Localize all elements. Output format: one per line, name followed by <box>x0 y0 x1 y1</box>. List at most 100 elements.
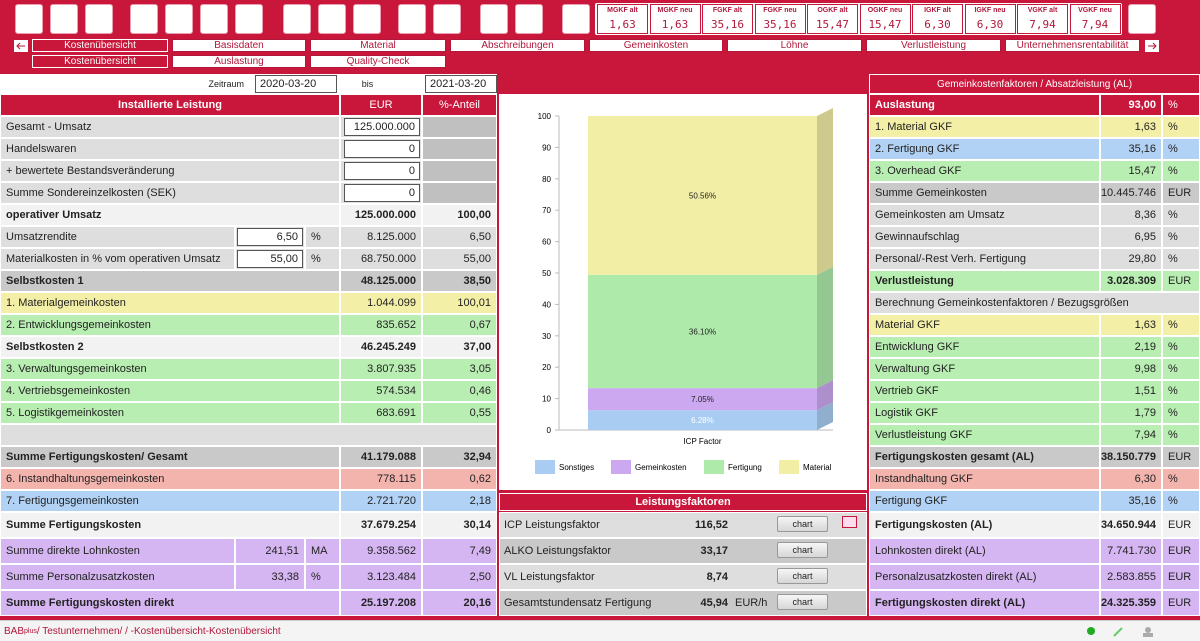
toolbar-button[interactable] <box>130 4 158 34</box>
subtab[interactable]: Auslastung <box>172 55 306 68</box>
row-label: Personal/-Rest Verh. Fertigung <box>869 248 1100 270</box>
table-title: Gemeinkostenfaktoren / Absatzleistung (A… <box>869 74 1200 94</box>
toolbar-button[interactable] <box>50 4 78 34</box>
percent: 32,94 <box>422 446 497 468</box>
param-input[interactable]: 55,00 <box>237 250 303 268</box>
unit: % <box>1162 226 1200 248</box>
row-label: Materialkosten in % vom operativen Umsat… <box>0 248 235 270</box>
unit: % <box>1162 160 1200 182</box>
value: 2.583.855 <box>1100 564 1162 590</box>
toolbar-button[interactable] <box>433 4 461 34</box>
kpi-value: 7,94 <box>1081 18 1109 31</box>
row-label: 2. Entwicklungsgemeinkosten <box>0 314 340 336</box>
tab[interactable]: Verlustleistung <box>866 39 1001 52</box>
kpi: MGKF alt 1,63 <box>597 4 648 34</box>
unit: % <box>1162 358 1200 380</box>
percent: 3,05 <box>422 358 497 380</box>
amount-input[interactable]: 0 <box>344 140 420 158</box>
amount-input[interactable]: 0 <box>344 184 420 202</box>
toolbar-button[interactable] <box>318 4 346 34</box>
subtab[interactable]: Kostenübersicht <box>32 55 168 68</box>
row-label: Summe direkte Lohnkosten <box>0 538 235 564</box>
chart-button[interactable]: chart <box>777 568 828 584</box>
value: 1,79 <box>1100 402 1162 424</box>
toolbar-button[interactable] <box>515 4 543 34</box>
value: 35,16 <box>1100 490 1162 512</box>
bar-side <box>817 402 833 430</box>
amount: 835.652 <box>340 314 422 336</box>
toolbar-button[interactable] <box>398 4 426 34</box>
tab[interactable]: Basisdaten <box>172 39 306 52</box>
kpi: IGKF neu 6,30 <box>964 4 1016 34</box>
amount-input[interactable]: 125.000.000 <box>344 118 420 136</box>
kpi-value: 6,30 <box>976 18 1004 31</box>
chart-button[interactable]: chart <box>777 542 828 558</box>
value: 1,51 <box>1100 380 1162 402</box>
toolbar-button[interactable] <box>165 4 193 34</box>
kpi: FGKF alt 35,16 <box>702 4 753 34</box>
amount-input[interactable]: 0 <box>344 162 420 180</box>
param-input[interactable]: 6,50 <box>237 228 303 246</box>
y-tick-label: 100 <box>538 112 552 121</box>
toolbar-button[interactable] <box>235 4 263 34</box>
row-label: Verlustleistung <box>869 270 1100 292</box>
row-label: operativer Umsatz <box>0 204 340 226</box>
toolbar-button[interactable] <box>15 4 43 34</box>
table-header: Installierte Leistung <box>0 94 340 116</box>
row-label: Berechnung Gemeinkostenfaktoren / Bezugs… <box>869 292 1200 314</box>
row-label: Umsatzrendite <box>0 226 235 248</box>
unit: % <box>1162 138 1200 160</box>
pct-cell <box>422 160 497 182</box>
toolbar-button[interactable] <box>353 4 381 34</box>
tab-prev[interactable] <box>14 40 28 52</box>
toolbar-button[interactable] <box>85 4 113 34</box>
toolbar-button[interactable] <box>1128 4 1156 34</box>
factor-value: 33,17 <box>700 545 728 557</box>
toolbar-button[interactable] <box>562 4 590 34</box>
amount: 41.179.088 <box>340 446 422 468</box>
app-name: BAB <box>4 625 25 637</box>
unit: % <box>1162 402 1200 424</box>
pct-cell <box>422 116 497 138</box>
tab[interactable]: Löhne <box>727 39 862 52</box>
legend-label: Material <box>803 463 832 472</box>
tab[interactable]: Gemeinkosten <box>589 39 723 52</box>
toolbar-button[interactable] <box>200 4 228 34</box>
factor-value: 116,52 <box>694 519 728 531</box>
tab[interactable]: Material <box>310 39 446 52</box>
row-label: Selbstkosten 2 <box>0 336 340 358</box>
factor-label: ALKO Leistungsfaktor <box>504 545 612 557</box>
amount: 574.534 <box>340 380 422 402</box>
kpi-value: 6,30 <box>924 18 951 31</box>
y-tick-label: 70 <box>542 206 551 215</box>
param-unit: % <box>305 226 340 248</box>
value: 24.325.359 <box>1100 590 1162 616</box>
date-from[interactable]: 2020-03-20 <box>255 75 337 93</box>
date-to[interactable]: 2021-03-20 <box>425 75 497 93</box>
unit: EUR <box>1162 446 1200 468</box>
percent: 30,14 <box>422 512 497 538</box>
unit: EUR <box>1162 512 1200 538</box>
toolbar-button[interactable] <box>283 4 311 34</box>
empty-row <box>0 424 497 446</box>
tab[interactable]: Abschreibungen <box>450 39 585 52</box>
tab-next[interactable] <box>1145 40 1159 52</box>
chart-button[interactable]: chart <box>777 594 828 610</box>
amount: 46.245.249 <box>340 336 422 358</box>
amount: 25.197.208 <box>340 590 422 616</box>
value: 7,94 <box>1100 424 1162 446</box>
tab[interactable]: Unternehmensrentabilität <box>1005 39 1140 52</box>
unit: EUR <box>1162 182 1200 204</box>
row-label: Summe Fertigungskosten direkt <box>0 590 340 616</box>
tab[interactable]: Kostenübersicht <box>32 39 168 52</box>
row-label: + bewertete Bestandsveränderung <box>0 160 340 182</box>
kpi-value: 35,16 <box>710 18 745 31</box>
unit: % <box>1162 490 1200 512</box>
row-label: Gemeinkosten am Umsatz <box>869 204 1100 226</box>
pct-cell <box>422 182 497 204</box>
subtab[interactable]: Quality-Check <box>310 55 446 68</box>
toolbar-button[interactable] <box>480 4 508 34</box>
chart-button[interactable]: chart <box>777 516 828 532</box>
param-unit: % <box>305 248 340 270</box>
status-icons <box>1087 627 1153 637</box>
